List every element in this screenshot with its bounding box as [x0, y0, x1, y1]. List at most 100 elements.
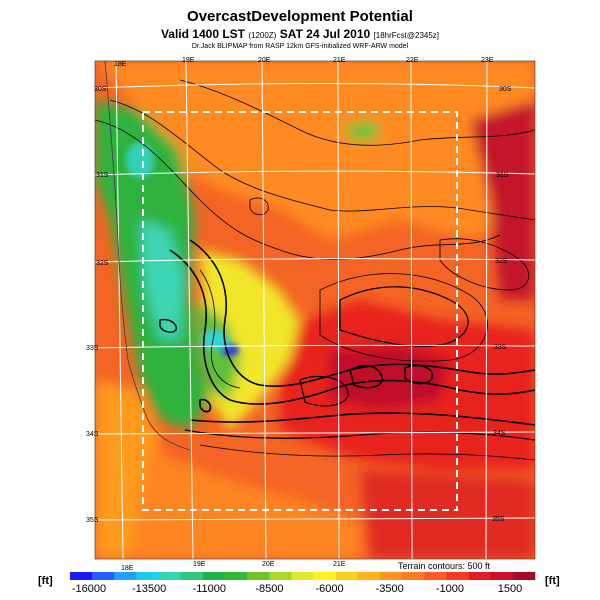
terrain-contour	[184, 429, 535, 441]
terrain-contour	[189, 239, 535, 387]
colorbar-swatch	[158, 572, 182, 580]
model-credit: Dr.Jack BLIPMAP from RASP 12km GFS-initi…	[191, 43, 409, 50]
colorbar-swatch	[202, 572, 226, 580]
lat-label-left: 32S	[96, 260, 109, 267]
terrain-contour	[179, 79, 535, 146]
parallel-line	[95, 517, 535, 521]
terrain-contour	[349, 365, 383, 389]
lon-label-top: 23E	[481, 57, 494, 64]
colorbar-swatch	[269, 572, 292, 580]
colorbar-swatch	[114, 572, 137, 580]
colorbar-swatch	[313, 572, 337, 580]
colorbar-labels: -16000 -13500 -11000 -8500 -6000 -3500 -1000 15…	[72, 583, 522, 595]
coastline	[104, 61, 191, 451]
meridian-line	[337, 61, 340, 559]
parallel-line	[95, 344, 535, 349]
parallel-line	[95, 258, 535, 263]
meridian-line	[410, 61, 413, 559]
colorbar-swatch	[446, 572, 469, 580]
orange-north-region	[95, 61, 535, 240]
lon-label-bottom: 18E	[121, 565, 134, 572]
colorbar-swatch	[424, 572, 447, 580]
lat-label-right: 32S	[495, 258, 508, 265]
meridian-line	[485, 61, 488, 559]
valid-time: Valid 1400 LST	[160, 27, 245, 41]
utc-time: (1200Z)	[248, 31, 277, 40]
colorbar-swatch	[468, 572, 492, 580]
terrain-contour	[299, 375, 349, 407]
grid-labels: 18E 19E 20E 21E 22E 23E 18E 19E 20E 21E …	[86, 57, 512, 572]
meridian-line	[115, 61, 124, 559]
map-border	[94, 60, 536, 560]
colorbar-tick-label: -3500	[376, 583, 404, 595]
terrain-contour	[109, 99, 535, 221]
lon-label-top: 19E	[182, 57, 195, 64]
colorbar-swatch	[490, 572, 514, 580]
terrain-contour	[249, 197, 269, 216]
lon-label-bottom: 21E	[333, 561, 346, 568]
lon-label-top: 21E	[333, 57, 346, 64]
colorbar-tick-label: -1000	[436, 583, 464, 595]
terrain-contour	[199, 269, 241, 389]
colorbar-tick-label: -13500	[132, 583, 166, 595]
lon-label-top: 20E	[258, 57, 271, 64]
terrain-contour	[169, 249, 535, 405]
colorbar-swatch	[357, 572, 381, 580]
map-subtitle: Valid 1400 LST (1200Z) SAT 24 Jul 2010 […	[0, 27, 600, 41]
terrain-contour	[95, 119, 501, 260]
inner-domain-box	[142, 111, 458, 511]
colorbar-swatch	[291, 572, 314, 580]
terrain-contour	[199, 444, 535, 461]
cyan-peak	[201, 330, 229, 350]
colorbar-swatch	[512, 572, 536, 580]
colorbar-tick-label: -11000	[193, 583, 226, 595]
terrain-contour	[339, 286, 469, 347]
terrain-contour	[199, 398, 212, 413]
lat-label-left: 31S	[96, 172, 109, 179]
colorbar-swatch	[70, 572, 93, 580]
colorbar-tick-label: -16000	[72, 583, 106, 595]
lat-label-right: 34S	[493, 430, 506, 437]
valid-date: SAT 24 Jul 2010	[279, 27, 371, 41]
unit-label-left: [ft]	[38, 575, 53, 587]
colorbar-swatch	[92, 572, 115, 580]
lat-label-right: 30S	[499, 86, 512, 93]
unit-label-right: [ft]	[545, 575, 560, 587]
colorbar-tick-label: 1500	[498, 583, 522, 595]
terrain-note: Terrain contours: 500 ft	[398, 561, 491, 571]
terrain-contour	[439, 238, 530, 291]
parallel-line	[95, 170, 535, 176]
lon-label-top: 22E	[406, 57, 419, 64]
colorbar-swatch	[335, 572, 359, 580]
lat-label-left: 30S	[94, 86, 107, 93]
lat-label-right: 35S	[492, 516, 505, 523]
terrain-contour	[404, 364, 434, 385]
maroon-east-edge	[470, 100, 535, 300]
lon-label-bottom: 20E	[262, 561, 275, 568]
meridian-line	[261, 61, 267, 559]
colorbar-swatch	[180, 572, 204, 580]
colorbar-swatch	[247, 572, 270, 580]
lat-label-left: 34S	[86, 431, 99, 438]
colorbar-swatch	[402, 572, 425, 580]
forecast-hour: [18hrFcst@2345z]	[373, 31, 440, 40]
colorbar-tick-label: -6000	[316, 583, 344, 595]
lat-label-right: 31S	[496, 172, 509, 179]
lat-label-left: 35S	[86, 517, 99, 524]
green-peak-region	[345, 120, 380, 140]
lon-label-top: 18E	[114, 61, 127, 68]
terrain-contour	[189, 412, 535, 426]
red-south-region	[360, 470, 535, 559]
cyan-peak-north	[126, 142, 154, 178]
colorbar-swatch	[225, 572, 248, 580]
parallel-line	[95, 83, 535, 89]
terrain-contours	[95, 79, 535, 461]
map-title: OvercastDevelopment Potential	[187, 8, 413, 25]
terrain-contour	[159, 318, 177, 333]
colorbar-swatches	[70, 572, 536, 580]
lat-label-right: 33S	[494, 344, 507, 351]
meridian-line	[185, 61, 194, 559]
cyan-coastal-region	[140, 220, 185, 340]
